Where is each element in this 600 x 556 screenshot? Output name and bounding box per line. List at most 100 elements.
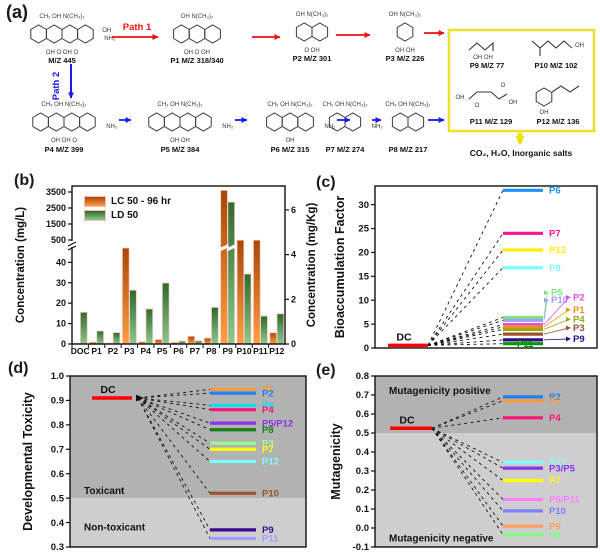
svg-text:NH₂: NH₂ [104,36,116,42]
svg-text:OH: OH [286,138,295,144]
svg-text:P9 M/Z 77: P9 M/Z 77 [470,61,505,70]
panel-b-label: (b) [14,172,35,189]
svg-text:Path 1: Path 1 [123,22,152,33]
svg-text:P12: P12 [549,245,566,256]
svg-text:Developmental Toxicity: Developmental Toxicity [21,392,35,531]
svg-text:P5: P5 [551,288,563,299]
panel-d-developmental-toxicity-chart: Toxicant Non-toxicant 0.3 0.4 0.5 0.6 0.7 0.8 0.… [10,360,310,556]
svg-text:P1: P1 [573,305,585,316]
svg-text:0.1: 0.1 [356,504,370,515]
svg-text:0.3: 0.3 [356,466,369,477]
svg-text:P6/P11: P6/P11 [549,495,580,506]
lc50-swatch [84,196,106,207]
svg-text:P3 M/Z 226: P3 M/Z 226 [386,54,425,63]
svg-text:Bioaccumulation Factor: Bioaccumulation Factor [333,196,347,339]
svg-text:20: 20 [358,248,369,259]
svg-text:0.5: 0.5 [51,493,65,504]
svg-text:P1: P1 [91,346,102,356]
svg-text:P4 M/Z 399: P4 M/Z 399 [45,145,84,154]
svg-text:CH₃ OH N(CH₃)₂: CH₃ OH N(CH₃)₂ [39,14,85,20]
svg-text:10: 10 [358,295,369,306]
panel-b-concentration-chart: DOC P1 P2 P3 P4 P5 P6 P7 P8 P9 P10 P11 P12 0 10 20 30 40 5… [10,172,340,362]
svg-text:30: 30 [56,278,66,288]
svg-text:OH O OH O: OH O OH O [46,50,79,56]
panel-e-label: (e) [316,362,336,379]
svg-text:OH N(CH₃)₂: OH N(CH₃)₂ [296,12,329,18]
svg-text:Concentration (mg/L): Concentration (mg/L) [15,207,27,323]
svg-text:0.3: 0.3 [51,542,64,553]
svg-text:P11: P11 [262,534,279,545]
svg-text:NH₂: NH₂ [106,124,118,130]
svg-text:20: 20 [56,298,66,308]
svg-text:0.0: 0.0 [356,523,369,534]
svg-text:P1: P1 [262,385,274,396]
svg-text:OH OH: OH OH [395,48,415,54]
svg-text:P10: P10 [236,346,251,356]
svg-text:P7: P7 [549,229,561,240]
svg-text:0.9: 0.9 [51,396,64,407]
svg-text:O: O [475,103,480,109]
svg-text:CH₃ OH N(CH₃)₂: CH₃ OH N(CH₃)₂ [385,102,431,108]
level-chart: Mutagenicity positive Mutagenicity negati… [329,371,598,553]
svg-text:P12: P12 [269,346,284,356]
svg-text:OH OH: OH OH [170,138,190,144]
svg-text:Path 2: Path 2 [51,72,62,101]
svg-text:P8: P8 [549,530,561,541]
svg-text:P10 M/Z 102: P10 M/Z 102 [535,61,578,70]
svg-text:OH N(CH₃)₂: OH N(CH₃)₂ [181,14,214,20]
panel-b-legend: LC 50 - 96 hr LD 50 [84,196,171,224]
svg-text:OH O OH: OH O OH [184,50,210,56]
level-chart: Toxicant Non-toxicant 0.3 0.4 0.5 0.6 0.7 0.8 0.… [21,371,307,553]
svg-text:NH₂: NH₂ [222,124,234,130]
svg-text:P11: P11 [253,346,268,356]
bar-chart: DOC P1 P2 P3 P4 P5 P6 P7 P8 P9 P10 P11 P120102030405… [15,185,318,356]
svg-text:25: 25 [358,224,369,235]
svg-text:P2: P2 [262,388,274,399]
svg-text:O OH: O OH [304,48,319,54]
svg-text:P7: P7 [190,346,201,356]
panel-d-label: (d) [8,360,29,377]
svg-text:P11: P11 [517,339,534,350]
svg-text:0: 0 [364,343,369,354]
svg-text:P4: P4 [141,346,152,356]
svg-text:CH₃ OH N(CH₃)₂: CH₃ OH N(CH₃)₂ [267,102,313,108]
svg-text:0.8: 0.8 [356,371,369,382]
svg-text:P6: P6 [549,186,561,197]
svg-text:Non-toxicant: Non-toxicant [84,522,146,533]
svg-text:P2: P2 [573,292,585,303]
svg-text:P12: P12 [262,457,279,468]
svg-text:40: 40 [56,257,66,267]
ld50-swatch [84,210,106,221]
svg-text:P10: P10 [549,506,566,517]
svg-text:CH₃ OH N(CH₃)₂: CH₃ OH N(CH₃)₂ [322,102,368,108]
svg-text:0: 0 [291,339,296,349]
svg-text:OH: OH [540,110,549,116]
svg-text:P5/P12: P5/P12 [262,418,293,429]
svg-text:OH: OH [102,28,111,34]
svg-text:DC: DC [100,384,116,396]
svg-text:30: 30 [358,200,369,211]
ld50-label: LD 50 [111,209,139,221]
svg-text:0.5: 0.5 [356,428,370,439]
svg-text:5: 5 [364,319,370,330]
panel-e-mutagenicity-chart: Mutagenicity positive Mutagenicity negati… [310,360,600,556]
svg-text:P11 M/Z 129: P11 M/Z 129 [470,117,513,126]
svg-text:0.4: 0.4 [51,518,65,529]
svg-text:OH: OH [456,95,465,101]
svg-text:0.2: 0.2 [356,485,369,496]
svg-text:6: 6 [291,205,296,215]
svg-text:500: 500 [51,235,66,245]
svg-text:P10: P10 [262,488,279,499]
svg-text:P6: P6 [173,346,184,356]
svg-text:NH₂: NH₂ [372,124,384,130]
panel-c-label: (c) [316,174,336,191]
svg-text:P1 M/Z 318/340: P1 M/Z 318/340 [170,56,223,65]
svg-text:P9: P9 [262,525,274,536]
svg-text:2500: 2500 [46,203,66,213]
svg-text:P2: P2 [549,392,561,403]
panel-a-degradation-pathway: CH₃ OH N(CH₃)₂ OH O OH O OH NH₂ M/Z 445 OH N(… [0,0,600,172]
svg-text:Mutagenicity: Mutagenicity [329,423,343,499]
svg-text:CH₃ OH N(CH₃)₂: CH₃ OH N(CH₃)₂ [41,102,87,108]
svg-text:DOC: DOC [71,346,90,356]
panel-a-label: (a) [6,2,28,22]
